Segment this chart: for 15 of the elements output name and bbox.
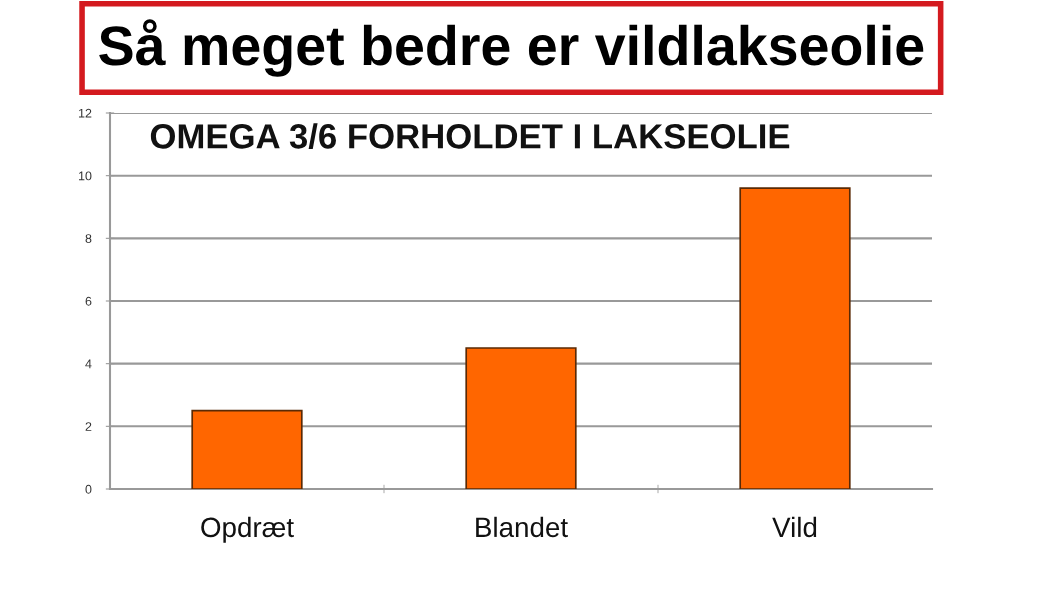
y-tick-label: 6 bbox=[85, 296, 92, 306]
x-tick-label: Blandet bbox=[476, 516, 568, 538]
bar bbox=[739, 187, 851, 489]
y-tick-label: 10 bbox=[79, 171, 92, 181]
chart-subtitle: OMEGA 3/6 FORHOLDET I LAKSEOLIE bbox=[150, 123, 790, 149]
x-tick-label: Opdræt bbox=[201, 516, 294, 543]
x-tick-label: Vild bbox=[772, 516, 817, 538]
y-tick-label: 2 bbox=[85, 422, 92, 431]
y-tick-label: 4 bbox=[85, 359, 92, 369]
bar bbox=[191, 409, 303, 489]
y-tick-label: 12 bbox=[79, 108, 92, 118]
chart-title: Så meget bedre er vildlakseolie bbox=[99, 19, 924, 77]
bar bbox=[465, 347, 577, 489]
y-tick-label: 8 bbox=[85, 234, 92, 243]
y-tick-label: 0 bbox=[85, 484, 92, 494]
